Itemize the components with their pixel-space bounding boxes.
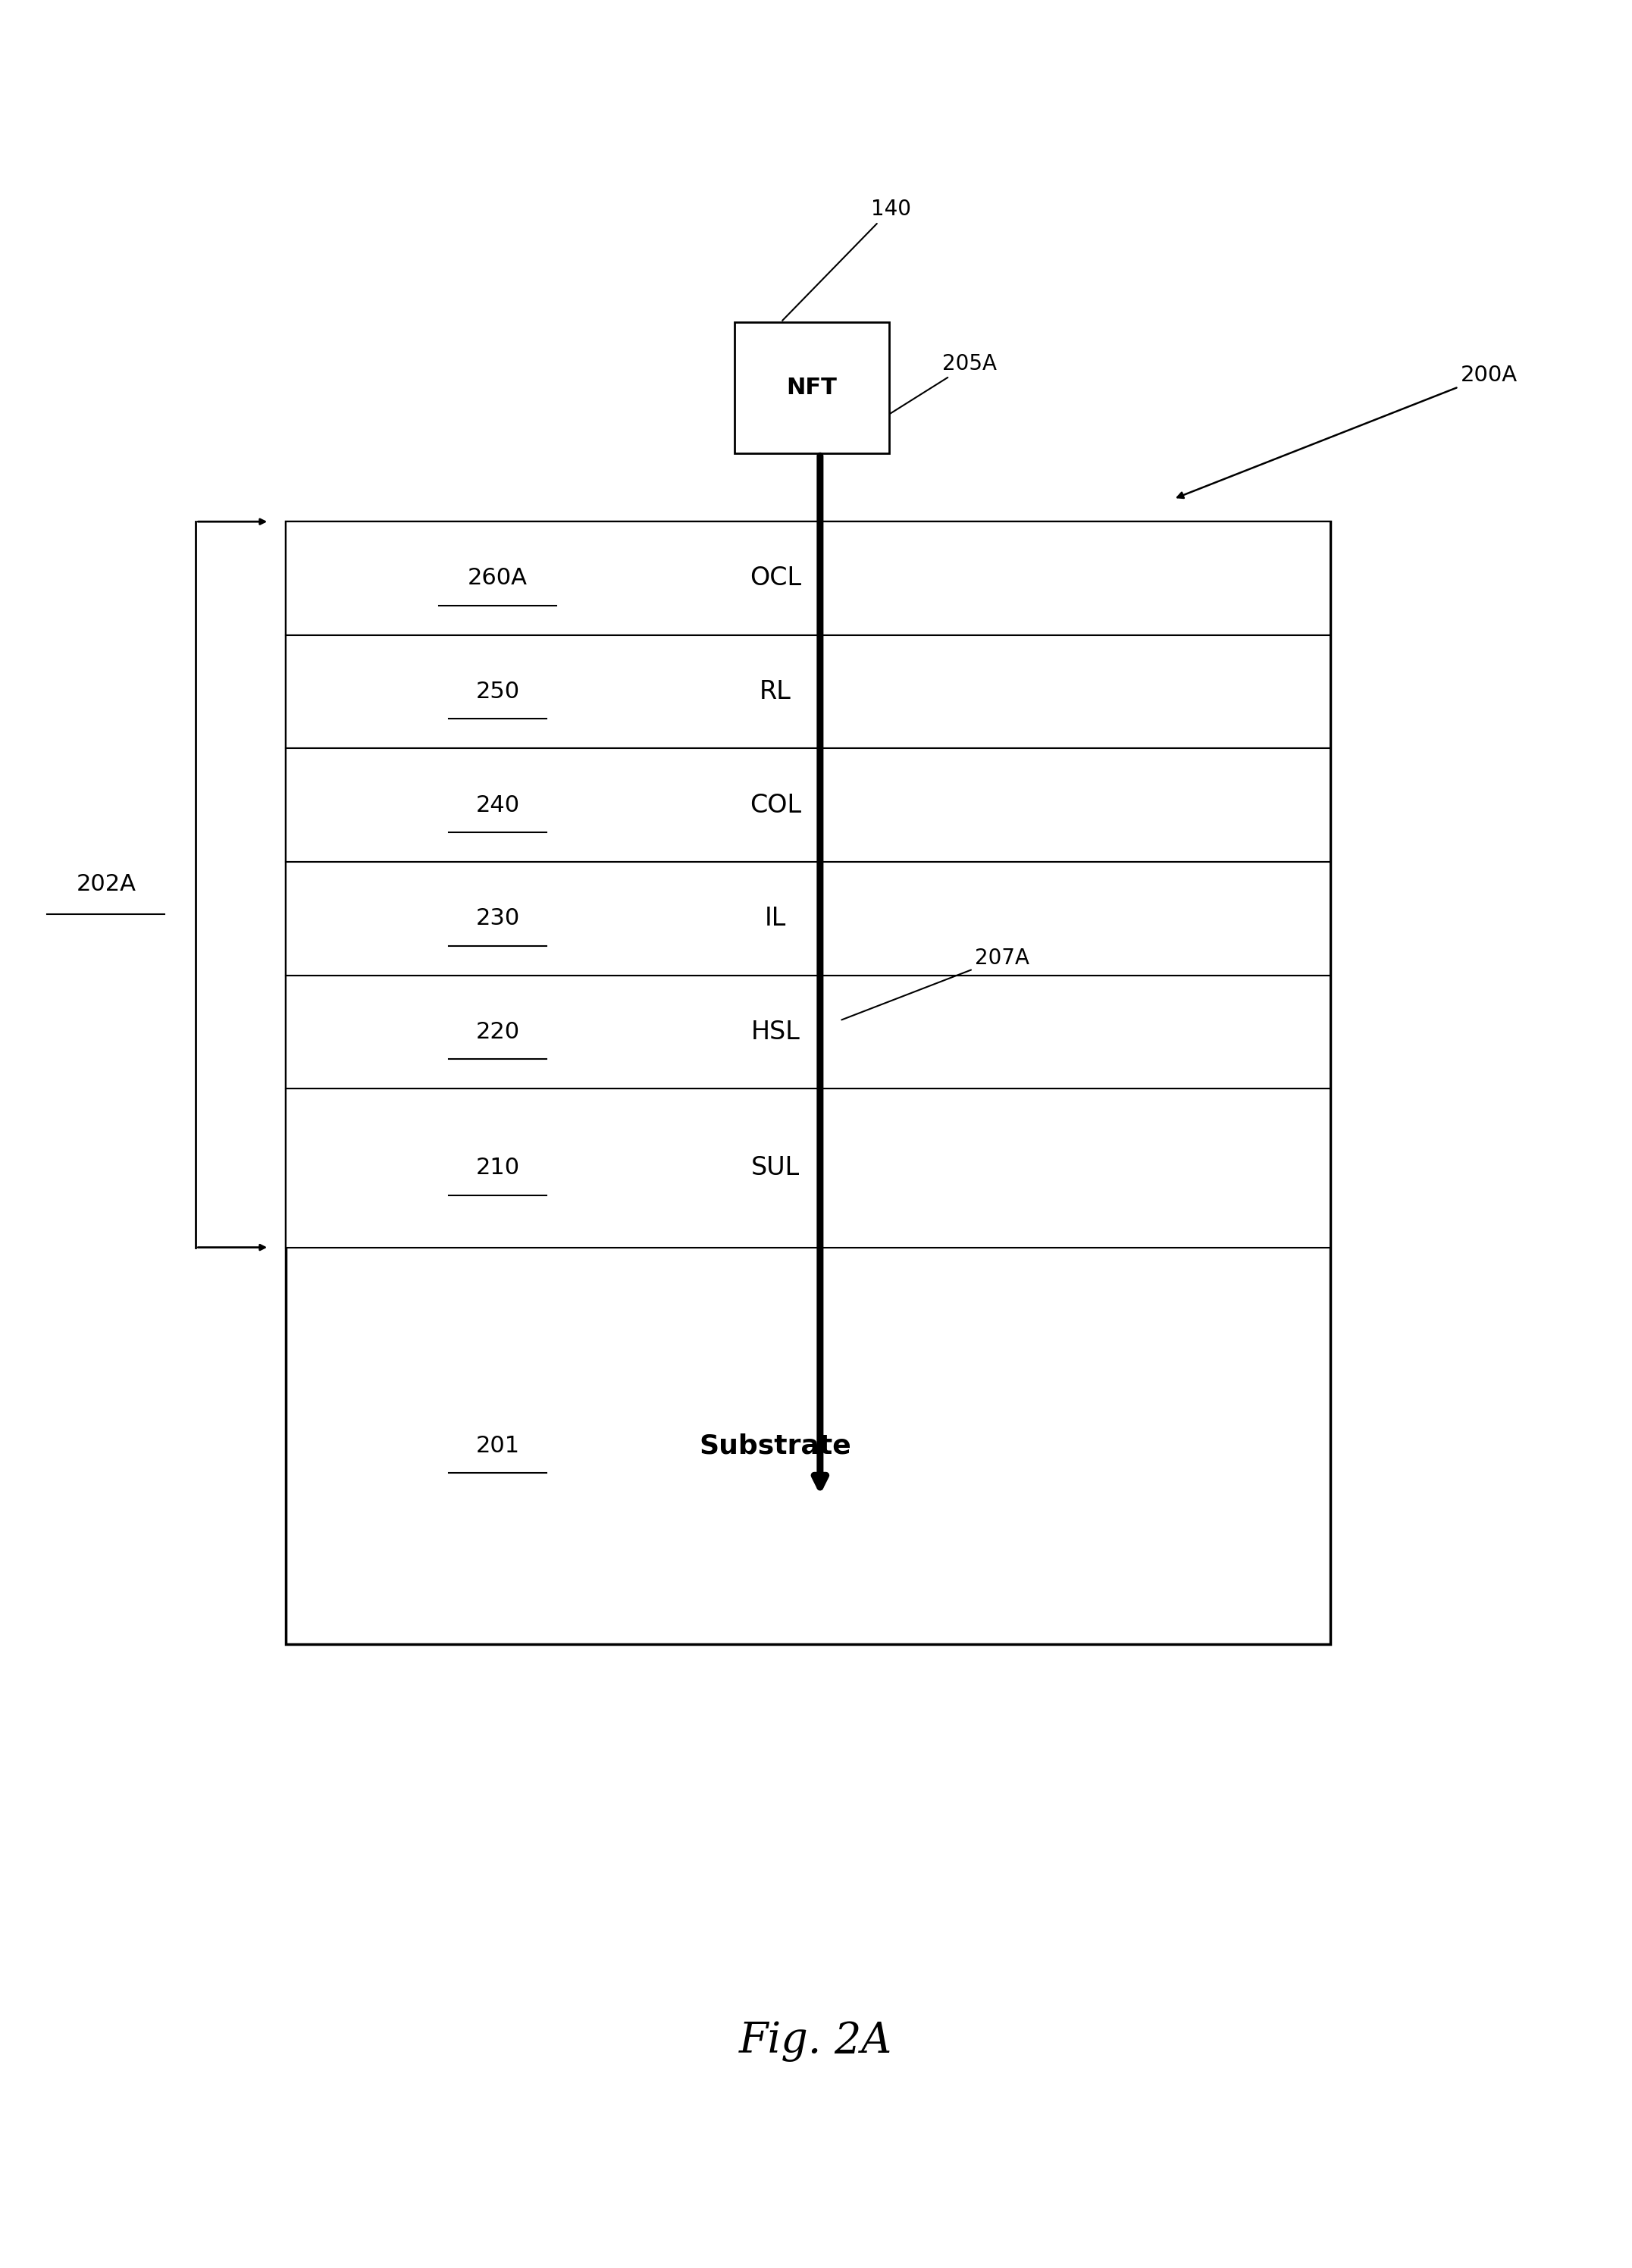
Text: 200A: 200A xyxy=(1177,365,1518,499)
Text: 202A: 202A xyxy=(77,873,135,896)
Text: SUL: SUL xyxy=(751,1154,800,1182)
Bar xyxy=(286,522,1330,1644)
Bar xyxy=(286,635,1330,748)
Text: 240: 240 xyxy=(477,794,519,816)
Text: 205A: 205A xyxy=(847,354,997,442)
Text: 210: 210 xyxy=(477,1157,519,1179)
Text: 260A: 260A xyxy=(468,567,527,590)
Text: Fig. 2A: Fig. 2A xyxy=(739,2021,893,2062)
Text: 201: 201 xyxy=(477,1436,519,1456)
Text: 220: 220 xyxy=(477,1021,519,1043)
Text: COL: COL xyxy=(749,792,801,819)
Text: HSL: HSL xyxy=(751,1018,800,1046)
Text: RL: RL xyxy=(759,678,792,705)
Text: 140: 140 xyxy=(782,200,911,320)
Text: OCL: OCL xyxy=(749,565,801,592)
Bar xyxy=(286,975,1330,1089)
Text: 230: 230 xyxy=(475,907,521,930)
Text: Substrate: Substrate xyxy=(698,1433,852,1458)
Text: IL: IL xyxy=(764,905,787,932)
Text: NFT: NFT xyxy=(787,376,837,399)
Bar xyxy=(286,748,1330,862)
Bar xyxy=(286,1089,1330,1247)
Bar xyxy=(286,522,1330,635)
Bar xyxy=(734,322,889,454)
Text: 207A: 207A xyxy=(842,948,1030,1021)
Text: 250: 250 xyxy=(477,680,519,703)
Bar xyxy=(286,862,1330,975)
